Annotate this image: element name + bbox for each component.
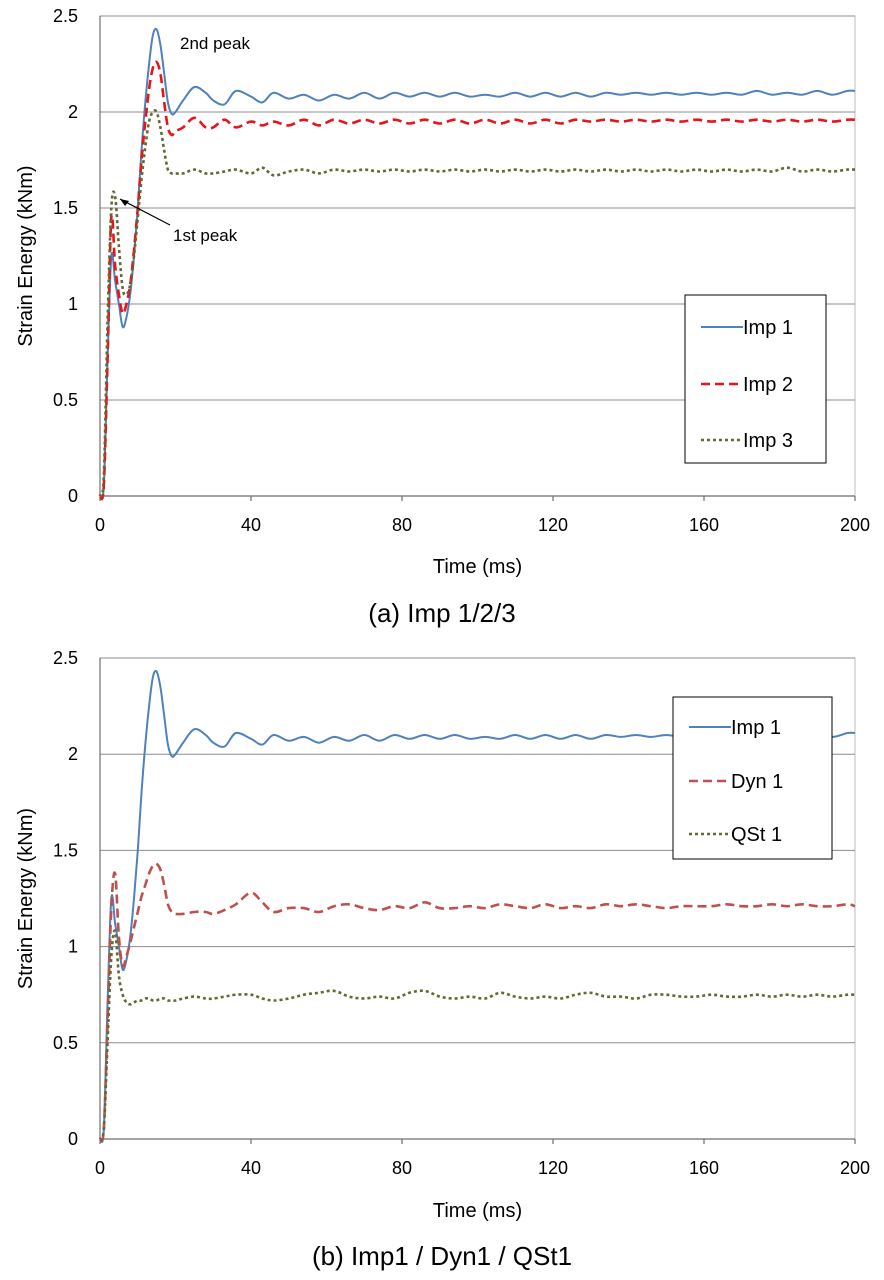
- chart2-xtick-label: 80: [392, 1158, 412, 1178]
- chart2-series-qst-1-line: [98, 929, 856, 1141]
- chart1-ytick-label: 1: [68, 294, 78, 314]
- chart1-annotation-arrow: [119, 198, 171, 226]
- chart1-annotation-arrowhead: [120, 199, 129, 206]
- chart2-xtick-label: 160: [689, 1158, 719, 1178]
- chart1-x-axis-title: Time (ms): [433, 556, 522, 578]
- chart2-xtick-label: 120: [538, 1158, 568, 1178]
- chart2-ytick-label: 1: [68, 937, 78, 957]
- chart2-caption: (b) Imp1 / Dyn1 / QSt1: [312, 1241, 572, 1271]
- chart1-legend-box: [684, 294, 827, 464]
- chart2-ytick-label: 2: [68, 744, 78, 764]
- chart2-legend-label: Dyn 1: [731, 771, 783, 793]
- chart1-ytick-label: 0: [68, 486, 78, 506]
- chart1-xtick-label: 80: [392, 515, 412, 535]
- chart2-ytick-label: 1.5: [53, 840, 78, 860]
- chart1-xtick-label: 0: [95, 515, 105, 535]
- chart2-y-axis-title: Strain Energy (kNm): [15, 808, 37, 989]
- chart1-xtick-label: 40: [241, 515, 261, 535]
- chart1-xtick-label: 120: [538, 515, 568, 535]
- chart2-x-axis-title: Time (ms): [433, 1200, 522, 1222]
- chart1-legend-label: Imp 2: [743, 374, 793, 396]
- chart2-legend-box: [672, 696, 833, 860]
- chart1-ytick-label: 0.5: [53, 390, 78, 410]
- chart1-series-imp-1-line: [99, 27, 856, 500]
- chart1-annotation: 1st peak: [173, 226, 238, 245]
- chart1-legend-label: Imp 1: [743, 317, 793, 339]
- chart1-legend-label: Imp 3: [743, 430, 793, 452]
- chart2-legend-label: Imp 1: [731, 717, 781, 739]
- chart2-xtick-label: 200: [840, 1158, 870, 1178]
- chart1-xtick-label: 200: [840, 515, 870, 535]
- chart1-ytick-label: 2.5: [53, 6, 78, 26]
- chart2-legend-label: QSt 1: [731, 824, 782, 846]
- chart2-series-dyn-1-line: [98, 862, 856, 1143]
- chart1-series-imp-3-line: [98, 109, 856, 498]
- chart1-annotation: 2nd peak: [180, 34, 250, 53]
- chart1-y-axis-title: Strain Energy (kNm): [15, 165, 37, 346]
- chart1-ytick-label: 2: [68, 102, 78, 122]
- chart2-ytick-label: 0: [68, 1129, 78, 1149]
- chart1-series-imp-2-line: [98, 60, 856, 501]
- chart2-ytick-label: 2.5: [53, 648, 78, 668]
- chart2-ytick-label: 0.5: [53, 1033, 78, 1053]
- chart2-xtick-label: 40: [241, 1158, 261, 1178]
- chart1-caption: (a) Imp 1/2/3: [368, 598, 515, 628]
- chart1-xtick-label: 160: [689, 515, 719, 535]
- chart1-ytick-label: 1.5: [53, 198, 78, 218]
- chart2-xtick-label: 0: [95, 1158, 105, 1178]
